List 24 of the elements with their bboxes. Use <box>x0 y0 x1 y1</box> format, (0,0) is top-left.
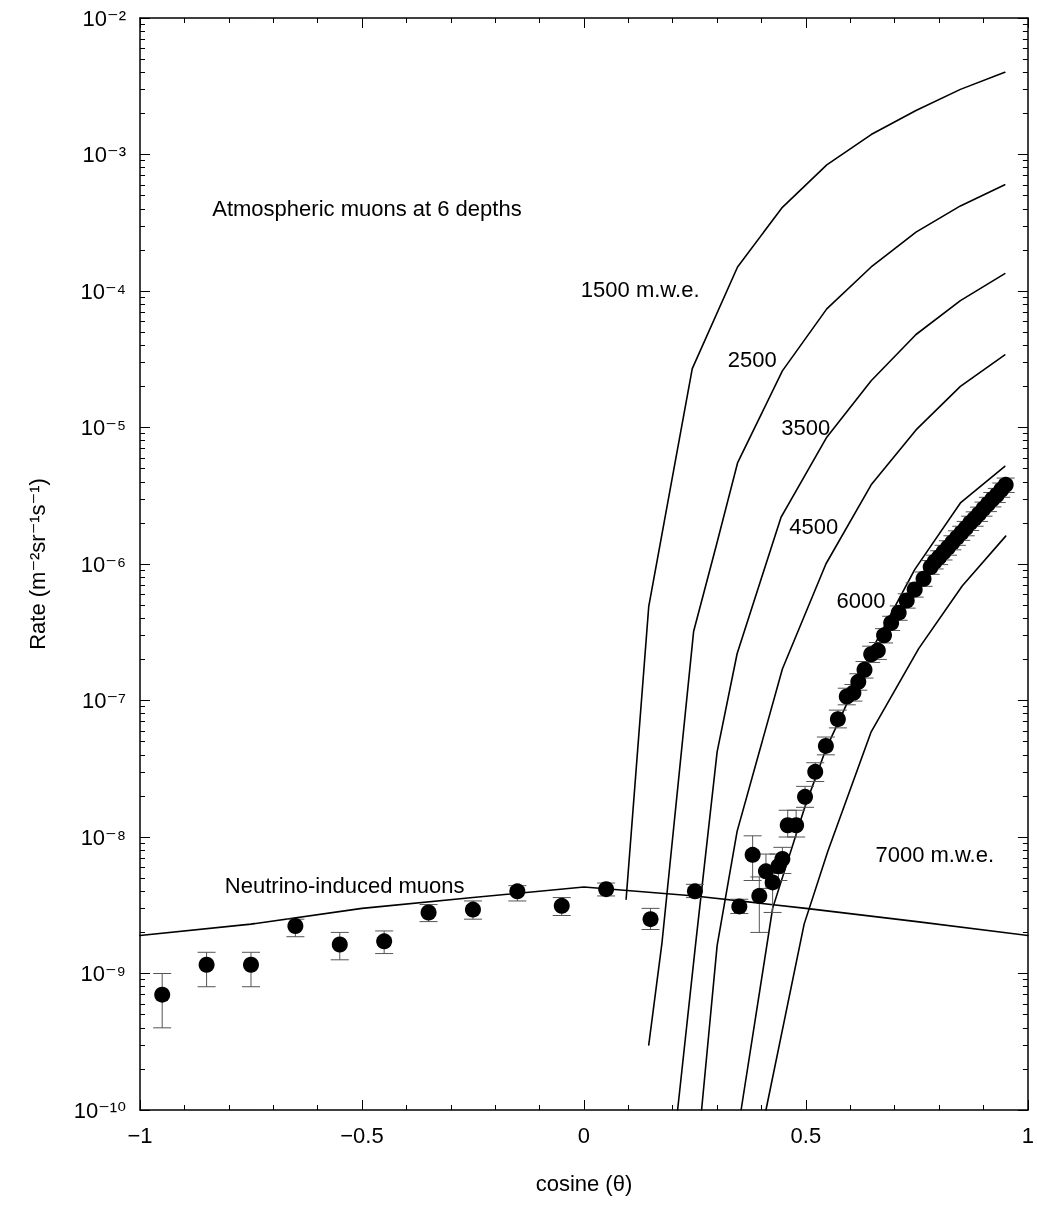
y-tick-label: 10⁻⁴ <box>80 278 126 304</box>
y-tick-label: 10⁻⁵ <box>80 415 126 440</box>
x-tick-label: −0.5 <box>340 1122 384 1148</box>
y-axis-title: Rate (m⁻²sr⁻¹s⁻¹) <box>24 478 50 650</box>
annotation: 7000 m.w.e. <box>875 841 995 867</box>
annotation: 2500 <box>727 347 777 373</box>
y-tick-label: 10⁻¹⁰ <box>73 1097 127 1123</box>
annotation: 4500 <box>789 514 839 540</box>
y-tick-label: 10⁻² <box>82 5 126 31</box>
x-tick-label: −1 <box>127 1122 153 1148</box>
y-tick-label: 10⁻⁹ <box>80 961 126 986</box>
x-tick-label: 0.5 <box>790 1122 822 1148</box>
annotation: 1500 m.w.e. <box>580 277 700 303</box>
x-tick-label: 1 <box>1021 1122 1035 1148</box>
annotation: Neutrino-induced muons <box>224 872 465 898</box>
y-tick-label: 10⁻⁷ <box>81 688 127 713</box>
y-tick-label: 10⁻⁸ <box>80 824 126 850</box>
x-tick-label: 0 <box>577 1122 591 1148</box>
annotation: 3500 <box>781 415 831 440</box>
y-tick-label: 10⁻⁶ <box>80 551 126 577</box>
annotation: 6000 <box>836 587 886 613</box>
y-tick-label: 10⁻³ <box>82 142 126 167</box>
annotation: Atmospheric muons at 6 depths <box>212 195 522 221</box>
x-axis-title: cosine (θ) <box>535 1170 633 1196</box>
